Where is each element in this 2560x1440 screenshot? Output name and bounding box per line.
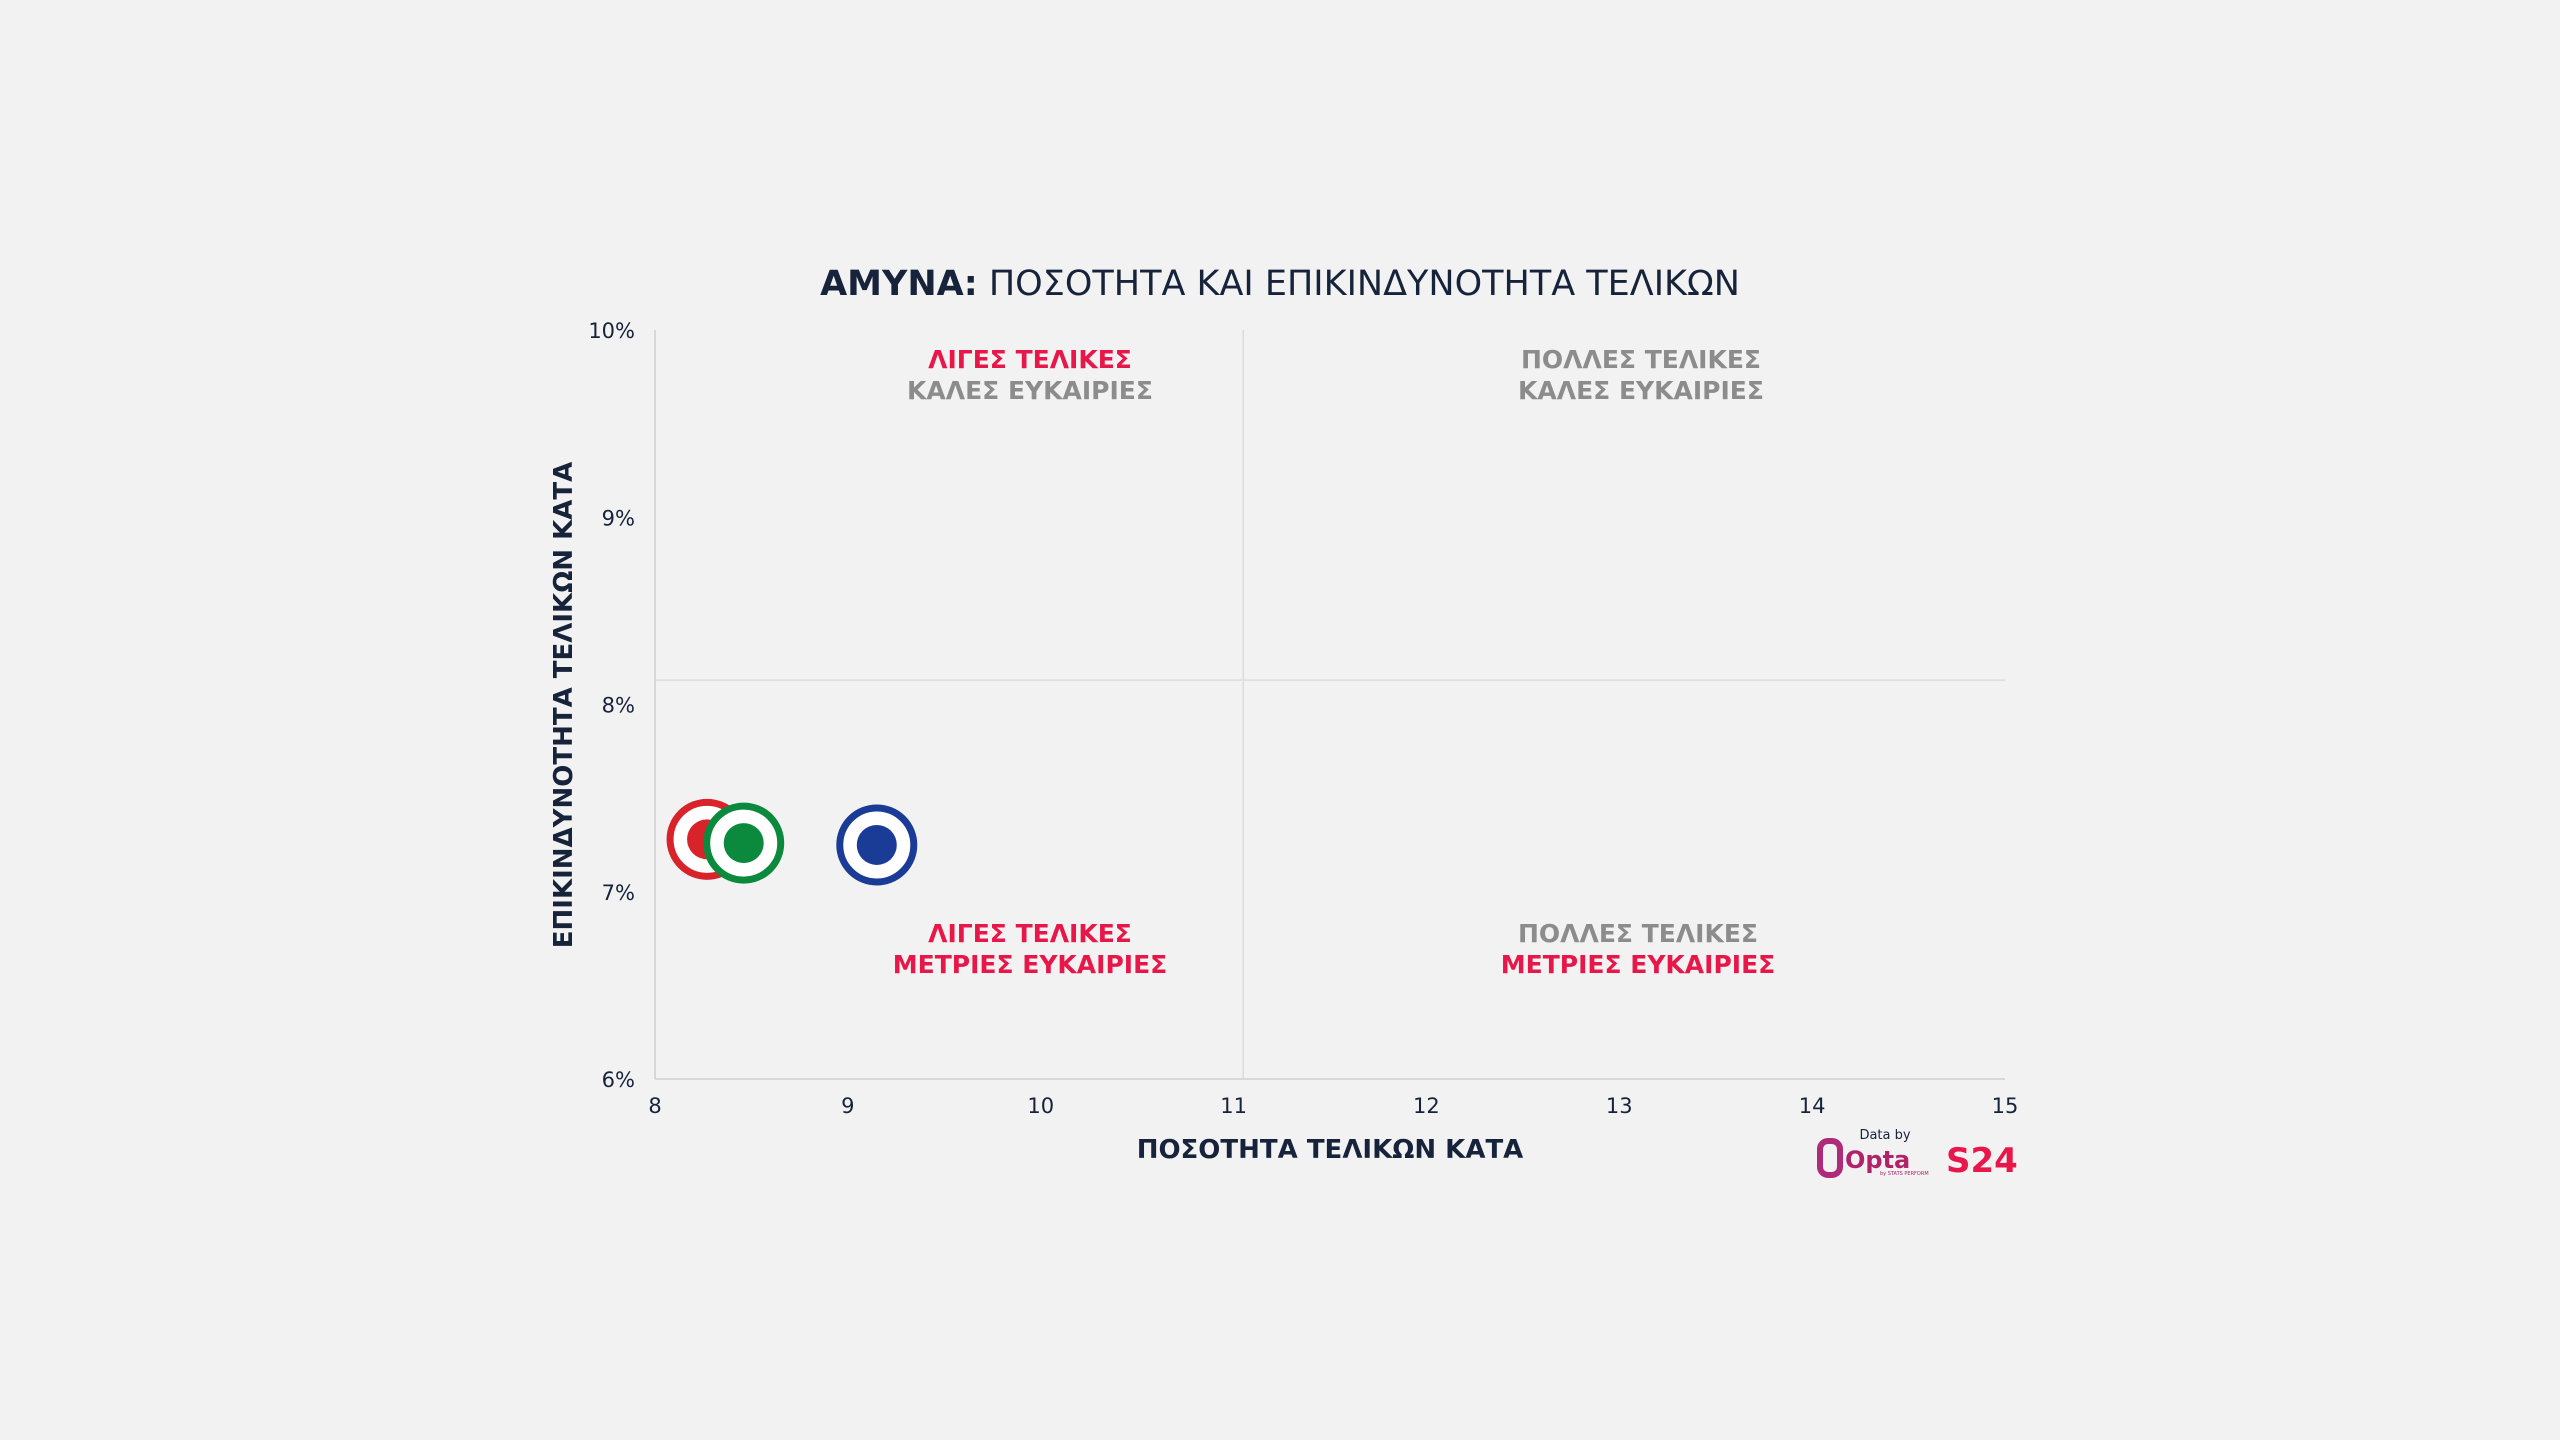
title-bold: ΑΜΥΝΑ: <box>820 264 978 304</box>
y-tick-label: 9% <box>602 506 635 530</box>
x-tick-label: 9 <box>841 1094 854 1118</box>
y-tick-label: 8% <box>602 694 635 718</box>
opta-sub-label: by STATS PERFORM <box>1880 1171 1929 1177</box>
x-tick-label: 13 <box>1606 1094 1633 1118</box>
x-axis-label: ΠΟΣΟΤΗΤΑ ΤΕΛΙΚΩΝ ΚΑΤΑ <box>1137 1135 1524 1165</box>
quadrant-label-bottom-left: ΛΙΓΕΣ ΤΕΛΙΚΕΣ <box>928 919 1132 948</box>
quadrant-label-top-right: ΠΟΛΛΕΣ ΤΕΛΙΚΕΣ <box>1521 345 1761 374</box>
badge-core <box>723 823 764 864</box>
quadrant-label-bottom-right: ΠΟΛΛΕΣ ΤΕΛΙΚΕΣ <box>1518 919 1758 948</box>
y-axis-label: ΕΠΙΚΙΝΔΥΝΟΤΗΤΑ ΤΕΛΙΚΩΝ ΚΑΤΑ <box>549 462 579 948</box>
x-tick-label: 10 <box>1027 1094 1054 1118</box>
title-rest: ΠΟΣΟΤΗΤΑ ΚΑΙ ΕΠΙΚΙΝΔΥΝΟΤΗΤΑ ΤΕΛΙΚΩΝ <box>978 264 1740 304</box>
team-badge-panathinaikos: Panathinaikos <box>703 802 785 884</box>
x-tick-label: 11 <box>1220 1094 1247 1118</box>
opta-label: Opta <box>1845 1146 1910 1174</box>
quadrant-label-top-left: ΚΑΛΕΣ ΕΥΚΑΙΡΙΕΣ <box>907 376 1153 405</box>
opta-logo-icon: Opta by STATS PERFORM <box>1817 1138 1929 1178</box>
y-tick-label: 7% <box>602 881 635 905</box>
quadrant-label-bottom-left: ΜΕΤΡΙΕΣ ΕΥΚΑΙΡΙΕΣ <box>893 950 1167 979</box>
s24-logo: S24 <box>1946 1141 2018 1181</box>
x-tick-label: 15 <box>1992 1094 2019 1118</box>
x-tick-label: 12 <box>1413 1094 1440 1118</box>
x-tick-label: 14 <box>1799 1094 1826 1118</box>
x-tick-label: 8 <box>648 1094 661 1118</box>
quadrant-label-top-right: ΚΑΛΕΣ ΕΥΚΑΙΡΙΕΣ <box>1518 376 1764 405</box>
credits: Data by Opta by STATS PERFORM S24 <box>1817 1128 2018 1181</box>
team-badge-asteras-tripolis: Asteras Tripolis <box>836 804 918 886</box>
y-tick-label: 6% <box>602 1068 635 1092</box>
y-tick-label: 10% <box>588 319 635 343</box>
quadrant-label-top-left: ΛΙΓΕΣ ΤΕΛΙΚΕΣ <box>928 345 1132 374</box>
data-by-label: Data by <box>1859 1128 1910 1143</box>
badge-core <box>856 824 897 865</box>
quadrant-label-bottom-right: ΜΕΤΡΙΕΣ ΕΥΚΑΙΡΙΕΣ <box>1501 950 1775 979</box>
chart-title: ΑΜΥΝΑ: ΠΟΣΟΤΗΤΑ ΚΑΙ ΕΠΙΚΙΝΔΥΝΟΤΗΤΑ ΤΕΛΙΚ… <box>820 264 1740 304</box>
